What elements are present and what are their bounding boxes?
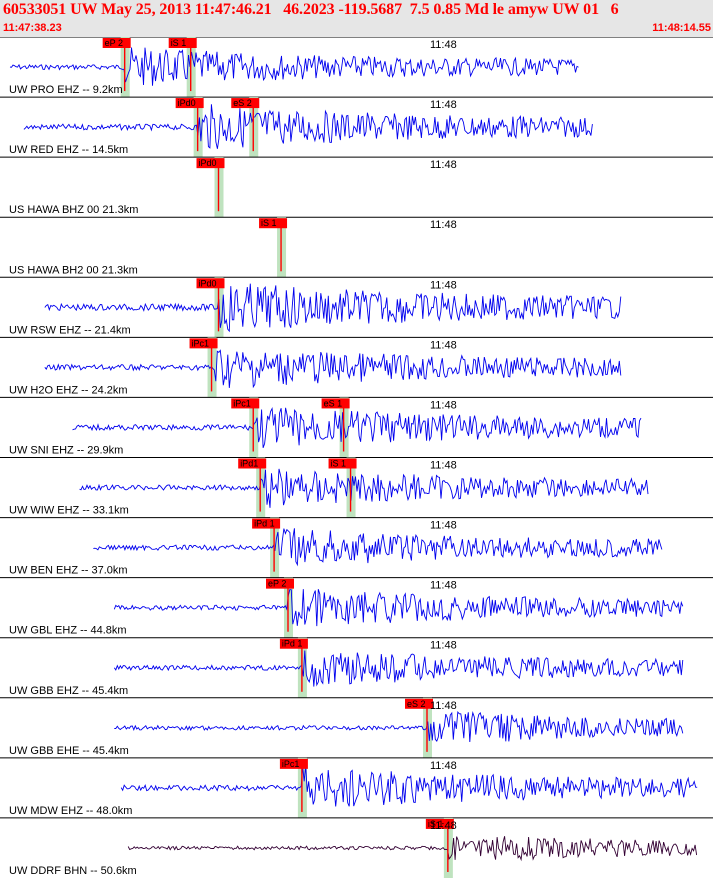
time-marker: 11:48 [430,640,457,652]
station-label: UW WIW EHZ -- 33.1km [9,505,129,517]
pick-label-box[interactable] [259,218,288,229]
station-label: UW RSW EHZ -- 21.4km [9,324,131,336]
time-marker: 11:48 [430,580,457,592]
pick-label-box[interactable] [252,518,281,529]
trace-row: iPc1 11:48 UW H2O EHZ -- 24.2km [0,336,713,398]
event-title: 60533051 UW May 25, 2013 11:47:46.21 46.… [3,1,619,18]
pick-label-box[interactable] [279,758,308,769]
waveform [114,711,684,743]
trace-row: iPd 1 11:48 UW GBB EHZ -- 45.4km [0,637,713,698]
waveform [9,47,579,86]
pick-label-box[interactable] [102,38,131,48]
trace-row: iS 1 11:48 US HAWA BH2 00 21.3km [0,216,713,278]
waveform [120,765,698,807]
trace-row: eP 2 11:48 UW GBL EHZ -- 44.8km [0,577,713,638]
time-marker: 11:48 [430,760,457,772]
pick-label: iPc1 [282,759,300,769]
pick-label-box[interactable] [405,698,433,709]
pick-label-box[interactable] [196,278,225,289]
waveform [72,407,642,448]
trace-row: iPc1 11:48 UW MDW EHZ -- 48.0km [0,757,713,818]
waveform [127,836,698,862]
pick-label-box[interactable] [328,458,357,469]
pick-label: iS 1 [171,38,187,48]
time-marker: 11:48 [430,99,457,111]
station-label: UW GBB EHE -- 45.4km [9,745,129,757]
pick-label-box[interactable] [231,98,260,109]
waveform [113,650,684,687]
pick-label: iPc1 [192,338,210,348]
time-marker: 11:48 [430,219,457,231]
pick-label: eP 2 [105,38,123,48]
pick-label-box[interactable] [321,398,350,409]
pick-label: iS 1 [331,459,347,469]
station-label: UW GBB EHZ -- 45.4km [9,685,128,697]
station-label: UW PRO EHZ -- 9.2km [9,84,123,96]
pick-label: iS 1 [428,819,444,829]
station-label: UW RED EHZ -- 14.5km [9,144,128,156]
pick-label: iPd1 [240,459,258,469]
pick-label-box[interactable] [231,398,260,409]
station-label: UW DDRF BHN -- 50.6km [9,865,137,877]
trace-row: iPd0 11:48 UW RSW EHZ -- 21.4km [0,276,713,338]
pick-label: eS 2 [407,699,426,709]
time-marker: 11:48 [430,159,457,171]
pick-label: iPd 1 [282,639,303,649]
station-label: UW GBL EHZ -- 44.8km [9,625,127,637]
trace-row: iPd0 11:48 US HAWA BHZ 00 21.3km [0,156,713,218]
waveform [44,349,622,389]
end-time: 11:48:14.55 [652,22,711,34]
waveform [44,283,622,333]
trace-row: iPd 1 11:48 UW BEN EHZ -- 37.0km [0,517,713,578]
pick-label: iPd0 [178,98,196,108]
pick-label-box[interactable] [196,158,225,169]
trace-row: eP 2 iS 1 11:48 UW PRO EHZ -- 9.2km [0,37,713,98]
pick-label: iPd0 [199,158,217,168]
pick-label-box[interactable] [279,638,308,649]
pick-label: iS 1 [261,218,277,228]
pick-label-box[interactable] [168,38,197,48]
station-label: UW H2O EHZ -- 24.2km [9,384,128,396]
trace-row: iS 111:48 UW DDRF BHN -- 50.6km [0,817,713,878]
pick-label: eS 2 [233,98,252,108]
waveform [113,589,684,627]
pick-label-box[interactable] [189,338,218,349]
start-time: 11:47:38.23 [3,22,62,34]
trace-row: iPd1 iS 1 11:48 UW WIW EHZ -- 33.1km [0,457,713,518]
trace-row: eS 2 11:48 UW GBB EHE -- 45.4km [0,697,713,758]
pick-label: eS 1 [324,398,343,408]
pick-label-box[interactable] [266,578,294,589]
pick-label: iPd 1 [254,519,275,529]
time-marker: 11:48 [430,700,457,712]
waveform [79,468,649,508]
time-marker: 11:48 [430,339,457,351]
station-label: UW BEN EHZ -- 37.0km [9,565,128,577]
time-marker: 11:48 [430,460,457,472]
time-marker: 11:48 [430,39,457,51]
waveform [93,528,663,567]
station-label: UW SNI EHZ -- 29.9km [9,445,123,457]
pick-label: iPc1 [233,398,251,408]
header-bar: 60533051 UW May 25, 2013 11:47:46.21 46.… [0,0,713,37]
waveform [23,104,593,149]
time-marker: 11:48 [430,520,457,532]
time-marker: 11:48 [430,279,457,291]
station-label: US HAWA BH2 00 21.3km [9,264,138,276]
trace-row: iPd0 eS 2 11:48 UW RED EHZ -- 14.5km [0,96,713,158]
trace-row: iPc1 eS 1 11:48 UW SNI EHZ -- 29.9km [0,396,713,458]
pick-label: iPd0 [199,278,217,288]
pick-label-box[interactable] [175,98,204,109]
station-label: UW MDW EHZ -- 48.0km [9,805,132,817]
time-marker: 11:48 [430,399,457,411]
pick-label: eP 2 [268,579,286,589]
pick-label-box[interactable] [425,818,454,829]
time-marker: 11:48 [430,820,457,832]
pick-label-box[interactable] [238,458,267,469]
station-label: US HAWA BHZ 00 21.3km [9,204,138,216]
